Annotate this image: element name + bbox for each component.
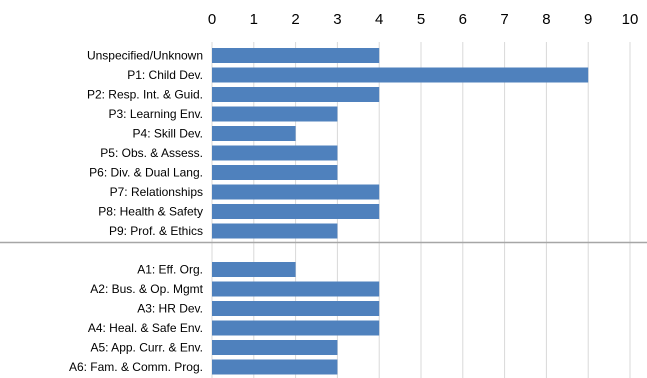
category-label: A1: Eff. Org. <box>137 263 203 277</box>
x-tick-label: 7 <box>500 11 508 28</box>
x-tick-label: 0 <box>208 11 216 28</box>
x-axis-tick-labels: 0 1 2 3 4 5 6 7 8 9 10 <box>208 11 639 28</box>
category-label: P6: Div. & Dual Lang. <box>89 166 203 180</box>
category-label: P9: Prof. & Ethics <box>109 224 203 238</box>
bar <box>212 184 380 200</box>
x-tick-label: 1 <box>250 11 258 28</box>
category-label: P3: Learning Env. <box>108 107 203 121</box>
category-label: P4: Skill Dev. <box>133 127 203 141</box>
bar <box>212 223 338 239</box>
bar <box>212 320 380 336</box>
category-label: P2: Resp. Int. & Guid. <box>87 88 203 102</box>
category-label: A3: HR Dev. <box>137 302 203 316</box>
bar <box>212 359 338 375</box>
x-tick-label: 2 <box>291 11 299 28</box>
category-label: A5: App. Curr. & Env. <box>91 341 204 355</box>
bar <box>212 165 338 180</box>
category-label: A4: Heal. & Safe Env. <box>88 321 203 335</box>
bar <box>212 281 380 297</box>
x-tick-label: 8 <box>542 11 550 28</box>
x-tick-label: 6 <box>459 11 467 28</box>
category-label: A2: Bus. & Op. Mgmt <box>90 282 203 296</box>
bar <box>212 204 380 219</box>
bar <box>212 340 338 355</box>
bar <box>212 87 380 102</box>
bar <box>212 145 338 161</box>
category-labels: Unspecified/Unknown P1: Child Dev. P2: Res… <box>69 49 204 375</box>
category-label: P1: Child Dev. <box>127 68 203 82</box>
bar <box>212 106 338 122</box>
bar <box>212 67 589 83</box>
bar <box>212 126 296 141</box>
bars <box>212 48 589 375</box>
x-tick-label: 5 <box>417 11 425 28</box>
x-tick-label: 4 <box>375 11 383 28</box>
x-tick-label: 9 <box>584 11 592 28</box>
x-tick-label: 3 <box>333 11 341 28</box>
x-tick-label: 10 <box>622 11 639 28</box>
bar <box>212 301 380 316</box>
bar <box>212 262 296 277</box>
bar <box>212 48 380 63</box>
category-label: A6: Fam. & Comm. Prog. <box>69 360 203 374</box>
category-label: Unspecified/Unknown <box>87 49 203 63</box>
category-label: P5: Obs. & Assess. <box>100 146 203 160</box>
category-label: P8: Health & Safety <box>98 205 203 219</box>
category-label: P7: Relationships <box>110 185 203 199</box>
